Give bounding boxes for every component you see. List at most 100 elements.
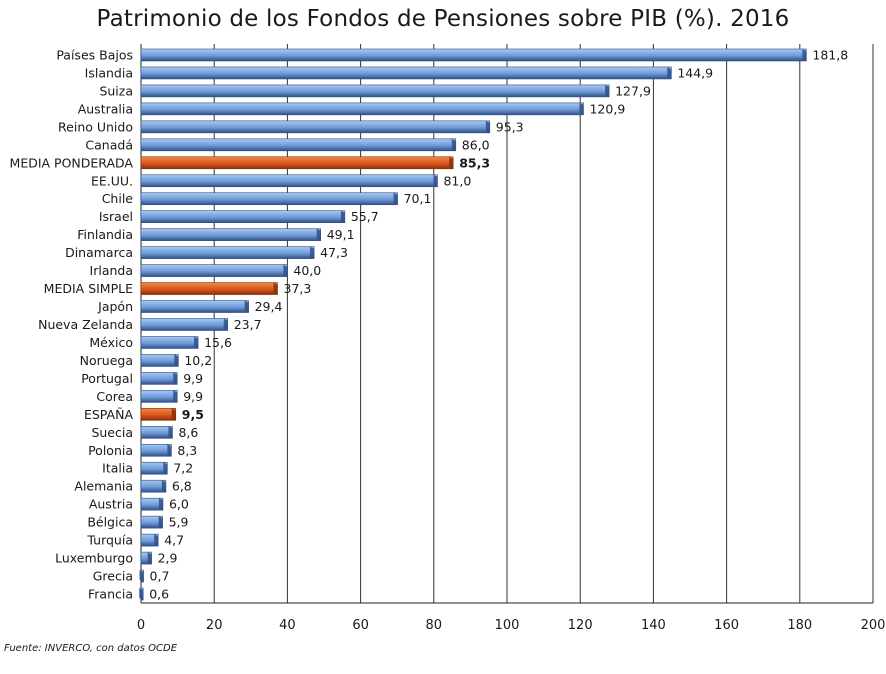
category-label: Italia: [102, 461, 133, 476]
value-label: 37,3: [284, 281, 312, 296]
bar: [140, 426, 173, 439]
bar: [140, 372, 178, 385]
category-label: Alemania: [74, 479, 133, 494]
category-label: Grecia: [93, 569, 133, 584]
bar-end-cap: [393, 192, 398, 205]
bar-end-cap: [194, 336, 199, 349]
category-label: Polonia: [88, 443, 133, 458]
x-tick-label: 0: [137, 618, 145, 633]
value-label: 144,9: [677, 65, 713, 80]
bar: [140, 66, 672, 80]
value-label: 15,6: [204, 335, 232, 350]
bar-end-cap: [147, 552, 152, 565]
bar: [140, 336, 199, 349]
value-label: 47,3: [320, 245, 348, 260]
bar-end-cap: [174, 354, 179, 367]
bar: [140, 282, 278, 295]
x-tick-label: 160: [714, 618, 739, 633]
bar-end-cap: [167, 444, 172, 457]
bar: [140, 156, 454, 170]
bar: [140, 300, 249, 313]
bar-end-cap: [173, 390, 178, 403]
value-label: 9,9: [183, 389, 203, 404]
bar-end-cap: [158, 498, 163, 511]
bar: [140, 246, 315, 259]
source-note: Fuente: INVERCO, con datos OCDE: [4, 643, 178, 654]
value-label: 95,3: [496, 119, 524, 134]
bar-end-cap: [171, 408, 176, 421]
category-label: MEDIA SIMPLE: [44, 281, 133, 296]
bar: [140, 264, 288, 277]
bar: [140, 408, 177, 421]
category-label: Israel: [99, 209, 133, 224]
value-label: 49,1: [327, 227, 355, 242]
bar-end-cap: [449, 156, 454, 169]
category-label: Francia: [88, 587, 133, 602]
bar-end-cap: [451, 138, 456, 151]
value-label: 10,2: [184, 353, 212, 368]
bar-end-cap: [139, 588, 144, 601]
value-label: 0,7: [150, 569, 170, 584]
bar-end-cap: [340, 210, 345, 223]
category-label: Japón: [97, 299, 133, 314]
bar-end-cap: [154, 534, 159, 547]
bar: [140, 84, 610, 98]
bar: [140, 318, 229, 331]
category-label: Nueva Zelanda: [38, 317, 133, 332]
category-label: Luxemburgo: [55, 551, 133, 566]
value-label: 29,4: [255, 299, 283, 314]
category-label: Corea: [96, 389, 133, 404]
category-label: Suecia: [91, 425, 133, 440]
x-tick-label: 180: [787, 618, 812, 633]
value-label: 9,9: [183, 371, 203, 386]
bar-end-cap: [485, 120, 490, 133]
value-label: 6,0: [169, 497, 189, 512]
value-label: 2,9: [158, 551, 178, 566]
bar-end-cap: [433, 174, 438, 187]
bar-end-cap: [316, 228, 321, 241]
category-label: Turquía: [86, 533, 133, 548]
value-label: 8,6: [178, 425, 198, 440]
category-label: Portugal: [81, 371, 133, 386]
value-label: 9,5: [182, 407, 204, 422]
bar-end-cap: [173, 372, 178, 385]
value-label: 5,9: [169, 515, 189, 530]
value-label: 85,3: [459, 155, 490, 170]
category-label: Suiza: [99, 83, 133, 98]
category-label: México: [89, 335, 133, 350]
category-label: Finlandia: [77, 227, 133, 242]
value-label: 6,8: [172, 479, 192, 494]
x-tick-label: 60: [352, 618, 369, 633]
value-label: 86,0: [462, 137, 490, 152]
bar-end-cap: [802, 48, 807, 61]
value-label: 40,0: [293, 263, 321, 278]
category-label: Reino Unido: [58, 119, 133, 134]
bar-end-cap: [273, 282, 278, 295]
bar-end-cap: [283, 264, 288, 277]
category-label: Islandia: [85, 65, 133, 80]
bar: [140, 48, 807, 62]
value-label: 181,8: [812, 47, 848, 62]
value-label: 120,9: [589, 101, 625, 116]
value-label: 70,1: [404, 191, 432, 206]
value-label: 8,3: [177, 443, 197, 458]
category-label: Irlanda: [90, 263, 133, 278]
bar-end-cap: [605, 84, 610, 97]
bar: [140, 138, 457, 152]
category-label: Noruega: [80, 353, 133, 368]
x-tick-label: 20: [206, 618, 223, 633]
bar: [140, 228, 322, 241]
bar-end-cap: [139, 570, 144, 583]
bar-end-cap: [161, 480, 166, 493]
category-label: Canadá: [85, 137, 133, 152]
bar: [140, 102, 584, 116]
category-label: ESPAÑA: [84, 407, 133, 422]
bar-end-cap: [163, 462, 168, 475]
category-label: Australia: [78, 101, 133, 116]
value-label: 23,7: [234, 317, 262, 332]
category-label: Chile: [102, 191, 134, 206]
value-label: 81,0: [443, 173, 471, 188]
bar: [140, 174, 438, 188]
bar-end-cap: [223, 318, 228, 331]
